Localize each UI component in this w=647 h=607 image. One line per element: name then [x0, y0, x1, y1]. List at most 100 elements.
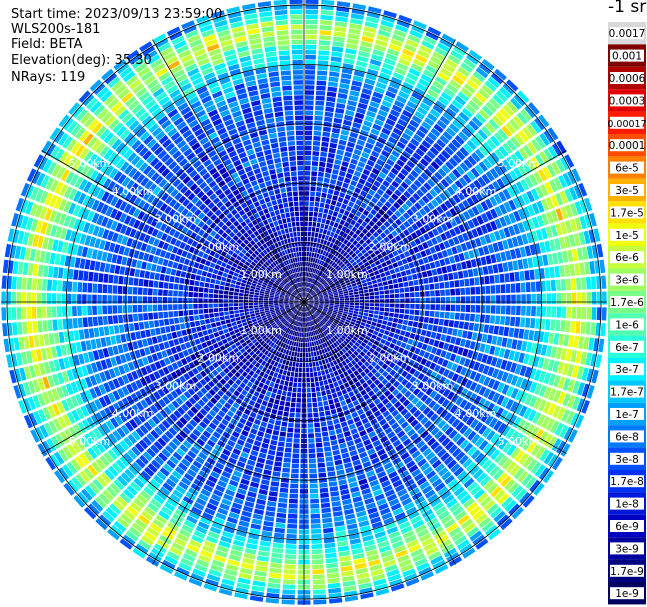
radar-ray [304, 197, 593, 302]
radar-ray [73, 302, 304, 508]
radar-ray [304, 302, 595, 399]
radar-ray [304, 302, 476, 559]
radar-ray [89, 79, 304, 302]
range-ring-label: 5.00km [498, 157, 540, 170]
colorbar-label: 6e-7 [615, 342, 639, 354]
radar-ray [20, 182, 304, 302]
radar-ray [304, 154, 575, 302]
colorbar-label-bg [610, 273, 644, 286]
radar-ray [2, 259, 304, 302]
radar-ray [304, 0, 335, 302]
radar-ray [7, 228, 304, 302]
colorbar-label: 1.7e-9 [610, 566, 644, 578]
radar-ray [304, 302, 343, 604]
radar-ray [304, 302, 359, 602]
range-ring-label: 3.00km [155, 213, 197, 226]
colorbar-label-bg [610, 542, 644, 555]
radar-ray [84, 302, 304, 520]
start-time-label: Start time: 2023/09/13 23:59:00 [11, 7, 223, 22]
colorbar-label-bg [610, 452, 644, 465]
colorbar-label-bg [610, 251, 644, 264]
colorbar-label-bg [610, 228, 644, 241]
colorbar-label: 0.0003 [609, 95, 646, 107]
radar-ray [159, 302, 304, 575]
colorbar-label-bg [610, 139, 644, 152]
colorbar-label: 3e-6 [615, 275, 639, 287]
radar-ray [33, 154, 304, 302]
radar-ray [304, 302, 463, 567]
radar-ray [3, 302, 304, 353]
spoke-line [41, 301, 305, 454]
colorbar-label: 1.7e-5 [610, 207, 644, 219]
range-ring-label: 1.00km [326, 268, 368, 281]
colorbar-label: 1e-7 [615, 409, 639, 421]
radar-ray [304, 3, 366, 302]
range-ring-label: 4.00km [112, 185, 154, 198]
colorbar-label-bg [610, 27, 644, 40]
colorbar-label: 0.0001 [609, 140, 646, 152]
spoke-line [303, 301, 456, 565]
radar-ray [304, 302, 607, 321]
spoke-line [303, 39, 456, 303]
radar-ray [304, 302, 390, 596]
radar-ray [174, 302, 304, 581]
radar-ray [132, 302, 304, 559]
radar-ray [2, 302, 304, 337]
spoke-line [303, 150, 567, 303]
radar-ray [304, 302, 327, 605]
colorbar-label-bg [610, 94, 644, 107]
colorbar-label-bg [610, 206, 644, 219]
colorbar-label: 1.7e-8 [610, 476, 644, 488]
radar-ray [15, 197, 304, 302]
radar-ray [304, 302, 524, 520]
radar-ray [289, 0, 304, 302]
radar-ray [18, 302, 304, 414]
radar-ray [304, 1, 351, 302]
radar-ray [30, 302, 304, 443]
radar-ray [196, 14, 304, 302]
colorbar-label-bg [610, 430, 644, 443]
colorbar-label: 0.0017 [609, 28, 646, 40]
radar-ray [273, 0, 304, 302]
radar-ray [304, 114, 550, 302]
radar-ray [304, 127, 559, 302]
radar-ray [23, 302, 304, 429]
radar-ray [126, 49, 304, 302]
radar-ray [78, 90, 304, 302]
range-ring-label: 5.00km [69, 157, 111, 170]
radar-ray [304, 302, 554, 484]
radar-ray [249, 302, 304, 602]
radar-ray [304, 302, 605, 353]
radar-ray [304, 90, 530, 302]
colorbar-label-bg [610, 475, 644, 488]
colorbar-label-bg [610, 520, 644, 532]
range-ring-label: 2.00km [369, 241, 411, 254]
colorbar-label: 6e-5 [615, 163, 639, 175]
spoke-line [41, 150, 305, 303]
colorbar-label-bg [610, 296, 644, 308]
radar-ray [203, 302, 304, 592]
radar-ray [218, 302, 304, 596]
range-ring-label: 2.00km [369, 352, 411, 365]
radar-ray [1, 302, 304, 321]
radar-ray [45, 302, 304, 471]
range-ring-label: 5.00km [498, 435, 540, 448]
radar-ray [304, 243, 604, 302]
radar-ray [304, 302, 545, 496]
colorbar-label-bg [610, 408, 644, 420]
colorbar-label-bg [610, 49, 644, 62]
radar-ray [304, 302, 374, 600]
colorbar-label-bg [610, 161, 644, 174]
radar-ray [107, 302, 304, 541]
spoke-line [152, 39, 305, 303]
radar-ray [304, 14, 412, 302]
range-ring-label: 1.00km [240, 324, 282, 337]
radar-ray [304, 302, 590, 414]
radar-ray [26, 168, 304, 302]
radar-ray [113, 58, 304, 302]
radar-ray [304, 68, 507, 302]
radar-ray [68, 102, 304, 302]
colorbar-label-bg [610, 184, 644, 196]
